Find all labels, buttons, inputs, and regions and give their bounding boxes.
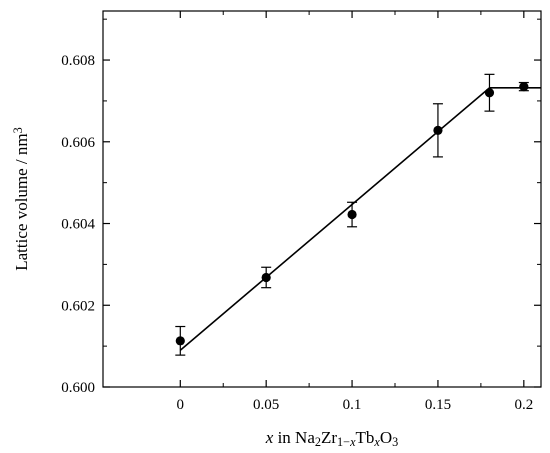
x-tick-label: 0.05 xyxy=(253,397,279,413)
data-point xyxy=(433,125,443,135)
x-tick-label: 0 xyxy=(177,397,185,413)
y-tick-label: 0.604 xyxy=(61,217,95,233)
y-tick-label: 0.602 xyxy=(61,298,95,314)
data-point xyxy=(519,82,529,92)
y-tick-label: 0.606 xyxy=(61,135,95,151)
data-point xyxy=(347,209,357,220)
y-axis-title: Lattice volume / nm3 xyxy=(11,127,31,271)
data-point xyxy=(484,88,495,98)
plot-frame xyxy=(102,10,542,388)
y-tick-label: 0.600 xyxy=(61,380,95,396)
x-axis-title: x in Na2Zr1−xTbxO3 xyxy=(265,428,398,449)
x-tick-label: 0.2 xyxy=(514,397,533,413)
x-tick-label: 0.1 xyxy=(343,397,362,413)
x-tick-label: 0.15 xyxy=(425,397,451,413)
plot-area: 0 0.05 0.1 0.15 0.2 0.600 0.602 0.604 0.606 0.608… xyxy=(11,10,542,449)
y-tick-label: 0.608 xyxy=(61,53,95,69)
fit-line xyxy=(179,87,490,351)
data-point xyxy=(261,272,271,283)
data-point xyxy=(175,336,185,346)
